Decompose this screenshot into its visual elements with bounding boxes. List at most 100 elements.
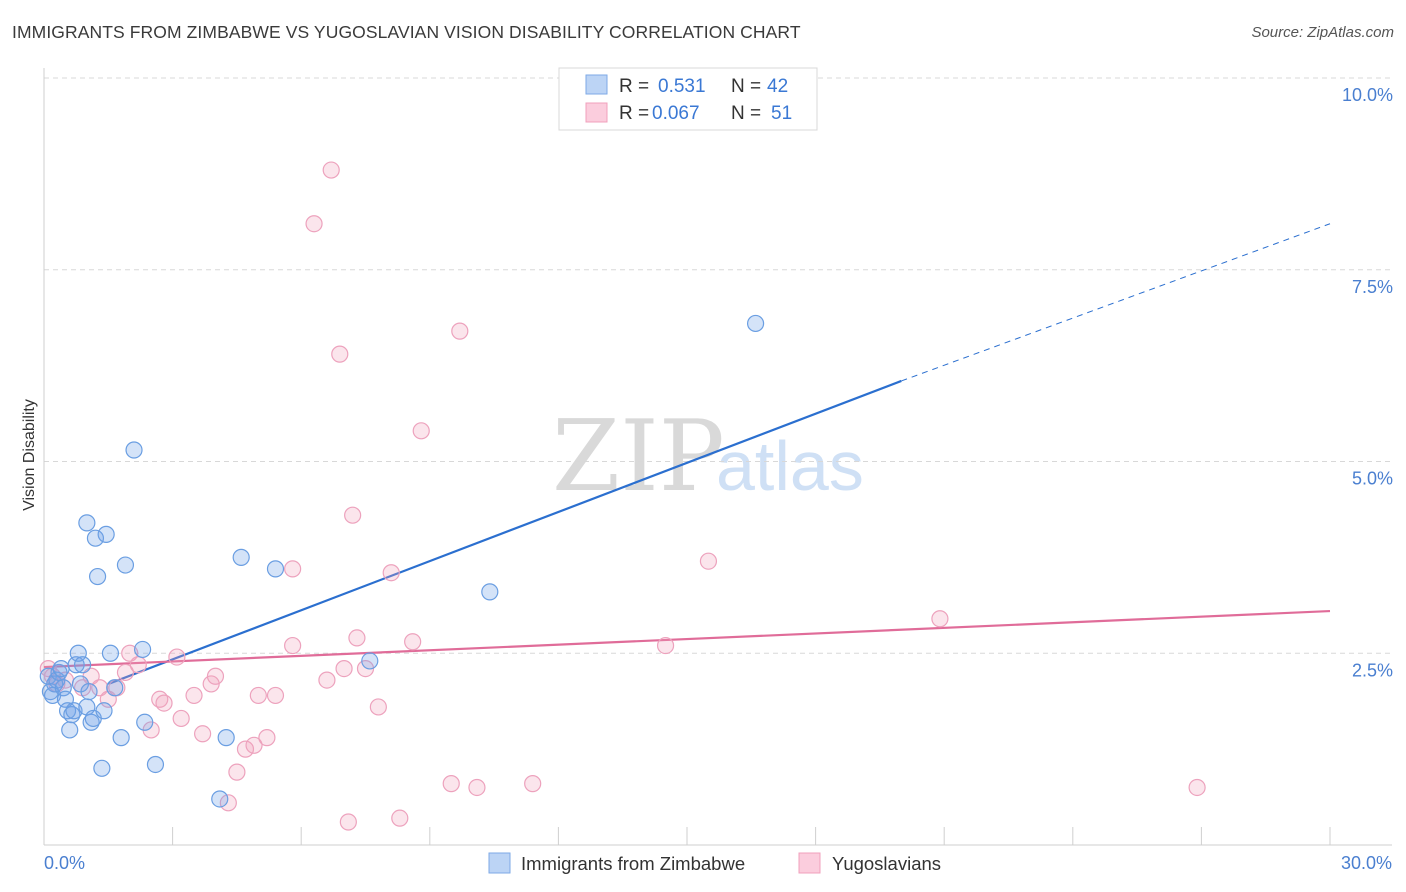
point-yugoslavians: [258, 729, 276, 747]
point-yugoslavians: [284, 560, 302, 578]
legend-n-value-2: 51: [771, 103, 792, 124]
point-zimbabwe: [95, 702, 113, 720]
point-yugoslavians: [305, 215, 323, 233]
point-yugoslavians: [369, 698, 387, 716]
point-yugoslavians: [699, 552, 718, 570]
point-yugoslavians: [318, 671, 336, 689]
point-zimbabwe: [52, 659, 70, 678]
legend-r-label-2: R =: [619, 103, 649, 124]
point-yugoslavians: [206, 667, 225, 685]
point-zimbabwe: [61, 721, 79, 739]
y-tick-label: 7.5%: [1352, 277, 1393, 297]
point-yugoslavians: [168, 648, 186, 666]
point-zimbabwe: [361, 652, 379, 670]
point-zimbabwe: [746, 314, 765, 333]
point-zimbabwe: [481, 583, 499, 601]
legend-n-label-1: N =: [731, 76, 761, 97]
point-yugoslavians: [245, 736, 263, 754]
point-zimbabwe: [112, 729, 130, 747]
point-yugoslavians: [339, 813, 357, 831]
y-tick-label: 2.5%: [1352, 660, 1393, 680]
point-yugoslavians: [335, 659, 353, 678]
trend-line-yugoslavians: [43, 609, 1331, 669]
legend: R = 0.531 N = 42 R = 0.067 N = 51: [558, 67, 818, 131]
point-zimbabwe: [116, 556, 135, 574]
point-yugoslavians: [468, 778, 486, 797]
legend-n-value-1: 42: [767, 76, 788, 97]
axes: [43, 68, 1392, 846]
point-zimbabwe: [97, 525, 115, 543]
point-yugoslavians: [412, 422, 430, 440]
trend-line-zimbabwe: [107, 379, 902, 685]
point-yugoslavians: [155, 694, 173, 712]
point-yugoslavians: [348, 629, 366, 647]
legend-r-value-2: 0.067: [652, 103, 700, 124]
bottom-legend-swatch-pink: [798, 852, 821, 874]
point-zimbabwe: [125, 441, 143, 459]
point-zimbabwe: [106, 679, 124, 697]
point-zimbabwe: [80, 682, 98, 701]
point-yugoslavians: [442, 775, 460, 793]
point-yugoslavians: [451, 322, 469, 340]
point-yugoslavians: [331, 345, 349, 363]
point-zimbabwe: [211, 790, 229, 808]
point-zimbabwe: [101, 644, 120, 662]
trend-line-zimbabwe-extension: [901, 223, 1331, 382]
point-yugoslavians: [931, 610, 949, 628]
legend-n-label-2: N =: [731, 103, 761, 124]
bottom-legend-label-zimbabwe: Immigrants from Zimbabwe: [521, 853, 745, 874]
point-yugoslavians: [172, 709, 190, 728]
watermark-zip: ZIP: [552, 400, 725, 514]
point-yugoslavians: [194, 725, 212, 743]
point-yugoslavians: [121, 644, 139, 662]
legend-r-label-1: R =: [619, 76, 649, 97]
point-yugoslavians: [1188, 778, 1206, 797]
point-yugoslavians: [228, 763, 246, 781]
point-yugoslavians: [219, 794, 237, 812]
bottom-legend-swatch-blue: [488, 852, 511, 874]
point-zimbabwe: [133, 640, 152, 659]
point-yugoslavians: [116, 663, 135, 682]
y-tick-label: 5.0%: [1352, 469, 1393, 489]
series-zimbabwe-points: [39, 314, 765, 808]
point-yugoslavians: [129, 656, 147, 674]
x-tick-label-max: 30.0%: [1341, 853, 1392, 873]
point-zimbabwe: [78, 514, 96, 532]
point-zimbabwe: [266, 560, 285, 578]
y-axis-label: Vision Disability: [21, 399, 38, 511]
point-yugoslavians: [391, 809, 409, 827]
series-yugoslavians-points: [39, 161, 1206, 831]
point-yugoslavians: [524, 775, 542, 793]
point-zimbabwe: [232, 548, 250, 566]
point-zimbabwe: [136, 713, 154, 731]
point-zimbabwe: [86, 529, 105, 547]
point-yugoslavians: [236, 740, 255, 758]
y-tick-labels: 2.5% 5.0% 7.5% 10.0%: [1342, 85, 1393, 680]
chart-title: IMMIGRANTS FROM ZIMBABWE VS YUGOSLAVIAN …: [12, 22, 801, 42]
x-tick-label-min: 0.0%: [44, 853, 85, 873]
point-zimbabwe: [65, 702, 83, 720]
trend-lines: [43, 223, 1331, 685]
point-yugoslavians: [344, 506, 362, 524]
watermark-atlas: atlas: [716, 427, 864, 505]
point-yugoslavians: [656, 636, 675, 655]
point-yugoslavians: [185, 686, 203, 705]
point-zimbabwe: [217, 729, 235, 747]
bottom-legend: Immigrants from Zimbabwe Yugoslavians: [488, 852, 941, 874]
point-yugoslavians: [322, 161, 340, 179]
watermark: ZIP atlas: [552, 400, 864, 514]
point-zimbabwe: [73, 656, 92, 674]
legend-r-value-1: 0.531: [658, 76, 706, 97]
point-yugoslavians: [382, 564, 400, 582]
legend-swatch-pink: [585, 102, 608, 123]
point-yugoslavians: [404, 633, 422, 651]
y-tick-label: 10.0%: [1342, 85, 1393, 105]
bottom-legend-label-yugoslavians: Yugoslavians: [832, 853, 941, 874]
legend-swatch-blue: [585, 74, 608, 95]
point-yugoslavians: [284, 636, 302, 655]
point-yugoslavians: [91, 679, 109, 697]
point-yugoslavians: [266, 686, 285, 705]
point-zimbabwe: [88, 567, 107, 586]
point-yugoslavians: [249, 686, 267, 705]
